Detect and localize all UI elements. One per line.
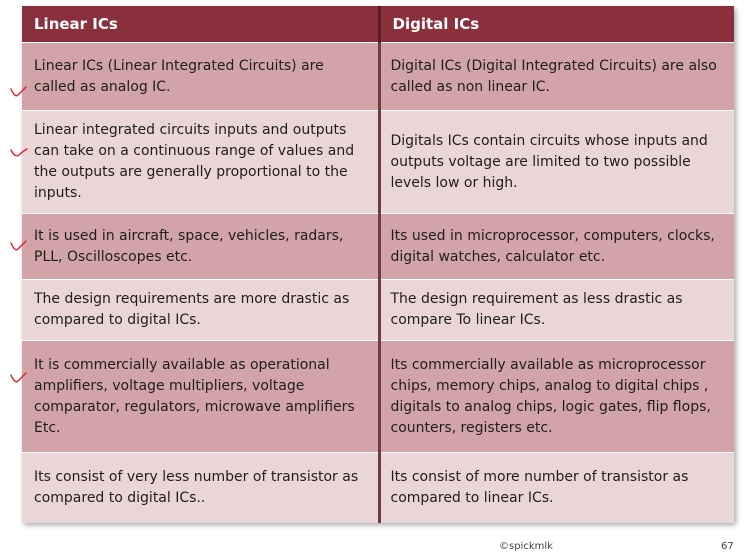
digital-cell: Its consist of more number of transistor… (377, 452, 734, 523)
red-tick-mark-icon (10, 372, 27, 383)
table-row: The design requirements are more drastic… (22, 279, 734, 341)
comparison-table-frame: Linear ICs Digital ICs Linear ICs (Linea… (22, 6, 734, 523)
linear-cell: Its consist of very less number of trans… (22, 452, 379, 523)
table-row: It is used in aircraft, space, vehicles,… (22, 213, 734, 280)
page-number: 67 (721, 541, 734, 552)
linear-cell: It is commercially available as operatio… (22, 340, 379, 453)
table-row: Linear ICs (Linear Integrated Circuits) … (22, 42, 734, 111)
red-tick-mark-icon (10, 86, 27, 97)
header-linear-ics: Linear ICs (22, 6, 379, 43)
comparison-table: Linear ICs Digital ICs Linear ICs (Linea… (22, 6, 734, 523)
digital-cell: Digitals ICs contain circuits whose inpu… (377, 110, 734, 214)
digital-cell: The design requirement as less drastic a… (377, 279, 734, 341)
linear-cell: It is used in aircraft, space, vehicles,… (22, 213, 379, 280)
footer-credit: ©spickmlk (499, 541, 553, 552)
digital-cell: Its used in microprocessor, computers, c… (377, 213, 734, 280)
table-row: It is commercially available as operatio… (22, 340, 734, 453)
header-digital-ics: Digital ICs (377, 6, 734, 43)
table-row: Its consist of very less number of trans… (22, 452, 734, 523)
digital-cell: Its commercially available as microproce… (377, 340, 734, 453)
digital-cell: Digital ICs (Digital Integrated Circuits… (377, 42, 734, 111)
red-tick-mark-icon (10, 240, 27, 251)
linear-cell: Linear ICs (Linear Integrated Circuits) … (22, 42, 379, 111)
table-header-row: Linear ICs Digital ICs (22, 6, 734, 43)
linear-cell: Linear integrated circuits inputs and ou… (22, 110, 379, 214)
linear-cell: The design requirements are more drastic… (22, 279, 379, 341)
red-tick-mark-icon (10, 148, 28, 157)
table-row: Linear integrated circuits inputs and ou… (22, 110, 734, 214)
